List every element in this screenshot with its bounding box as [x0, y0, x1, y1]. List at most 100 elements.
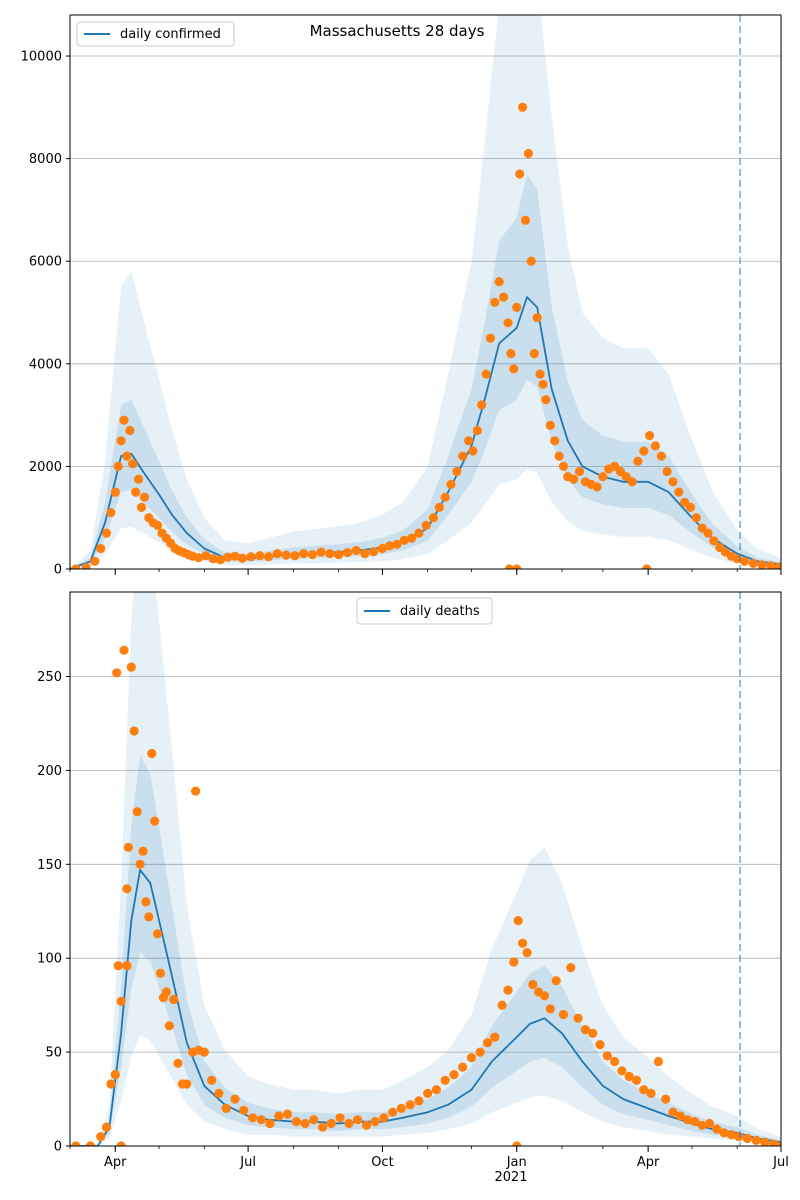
y-tick-label: 150 — [37, 858, 62, 873]
observed-point — [377, 543, 387, 554]
y-tick-label: 200 — [37, 764, 62, 779]
observed-point — [119, 645, 129, 655]
uncertainty-band-outer — [70, 15, 781, 569]
observed-point — [246, 552, 256, 562]
observed-point — [153, 929, 163, 939]
observed-point — [81, 562, 91, 569]
observed-point — [726, 1130, 737, 1140]
observed-point — [550, 436, 560, 446]
observed-point — [230, 1094, 240, 1104]
observed-point — [131, 487, 141, 497]
observed-point — [335, 1113, 345, 1123]
observed-point — [668, 1107, 678, 1117]
observed-point — [139, 492, 150, 502]
observed-point — [264, 552, 274, 562]
observed-point — [191, 786, 201, 796]
observed-point — [449, 1070, 459, 1080]
observed-point — [482, 1038, 493, 1048]
observed-point — [592, 482, 602, 492]
y-tick-label: 0 — [54, 563, 62, 578]
observed-point — [504, 564, 514, 569]
observed-point — [538, 379, 548, 389]
observed-point — [388, 1107, 398, 1117]
observed-point — [247, 1113, 258, 1123]
observed-point — [458, 451, 468, 461]
observed-point — [472, 425, 482, 436]
observed-point — [769, 1139, 779, 1146]
observed-point — [128, 459, 138, 469]
observed-point — [639, 1085, 649, 1095]
observed-point — [300, 1118, 310, 1129]
observed-point — [468, 446, 478, 456]
observed-point — [703, 528, 713, 538]
observed-point — [208, 554, 218, 564]
observed-point — [481, 369, 491, 379]
observed-point — [414, 1096, 424, 1106]
observed-point — [221, 1103, 231, 1113]
confirmed-legend-box — [76, 21, 235, 47]
observed-point — [539, 991, 550, 1001]
observed-point — [440, 1075, 450, 1085]
observed-point — [144, 912, 154, 922]
confirmed-x-axis — [69, 569, 782, 575]
observed-point — [642, 564, 652, 569]
observed-point — [193, 553, 204, 563]
observed-point — [633, 456, 643, 466]
observed-point — [499, 292, 509, 302]
observed-point — [316, 547, 326, 557]
y-tick-label: 10000 — [21, 50, 62, 65]
observed-point — [610, 1056, 620, 1067]
observed-point — [147, 748, 157, 759]
observed-point — [661, 1094, 671, 1104]
observed-point — [734, 1132, 744, 1142]
observed-point — [272, 549, 282, 559]
observed-point — [101, 528, 112, 538]
observed-point — [627, 477, 637, 487]
observed-point — [334, 550, 344, 560]
observed-point — [598, 472, 608, 482]
observed-point — [214, 1088, 224, 1098]
observed-point — [385, 541, 395, 551]
observed-point — [709, 536, 719, 546]
observed-point — [503, 318, 513, 328]
observed-point — [119, 415, 129, 425]
chart-title: Massachusetts 28 days — [310, 22, 485, 40]
observed-point — [528, 979, 538, 990]
observed-point — [169, 994, 179, 1005]
observed-point — [685, 502, 696, 512]
observed-point — [595, 1040, 605, 1050]
observed-point — [645, 431, 655, 441]
observed-point — [342, 548, 352, 558]
observed-point — [509, 364, 519, 374]
observed-point — [256, 1115, 266, 1125]
observed-point — [299, 549, 309, 559]
observed-point — [136, 502, 147, 512]
y-tick-label: 50 — [45, 1046, 62, 1061]
observed-point — [494, 277, 504, 287]
observed-point — [110, 487, 120, 497]
observed-point — [617, 1066, 627, 1076]
observed-point — [351, 545, 361, 556]
observed-point — [201, 551, 211, 561]
observed-point — [751, 1135, 761, 1145]
observed-point — [116, 1141, 126, 1146]
observed-point — [112, 668, 122, 678]
observed-point — [569, 474, 579, 484]
observed-point — [653, 1056, 664, 1067]
observed-point — [497, 1000, 507, 1010]
y-tick-label: 100 — [37, 952, 62, 967]
confirmed-axes-frame — [69, 14, 782, 570]
observed-point — [520, 215, 531, 225]
observed-point — [182, 1079, 192, 1089]
observed-point — [207, 1075, 217, 1085]
observed-point — [545, 420, 555, 430]
observed-point — [697, 1120, 707, 1130]
observed-point — [558, 461, 569, 471]
observed-point — [541, 395, 551, 405]
observed-point — [515, 169, 525, 179]
observed-point — [134, 474, 144, 484]
observed-point — [446, 479, 456, 489]
x-tick-label: Jul — [239, 1155, 256, 1170]
observed-point — [399, 535, 409, 545]
observed-point — [325, 549, 335, 559]
